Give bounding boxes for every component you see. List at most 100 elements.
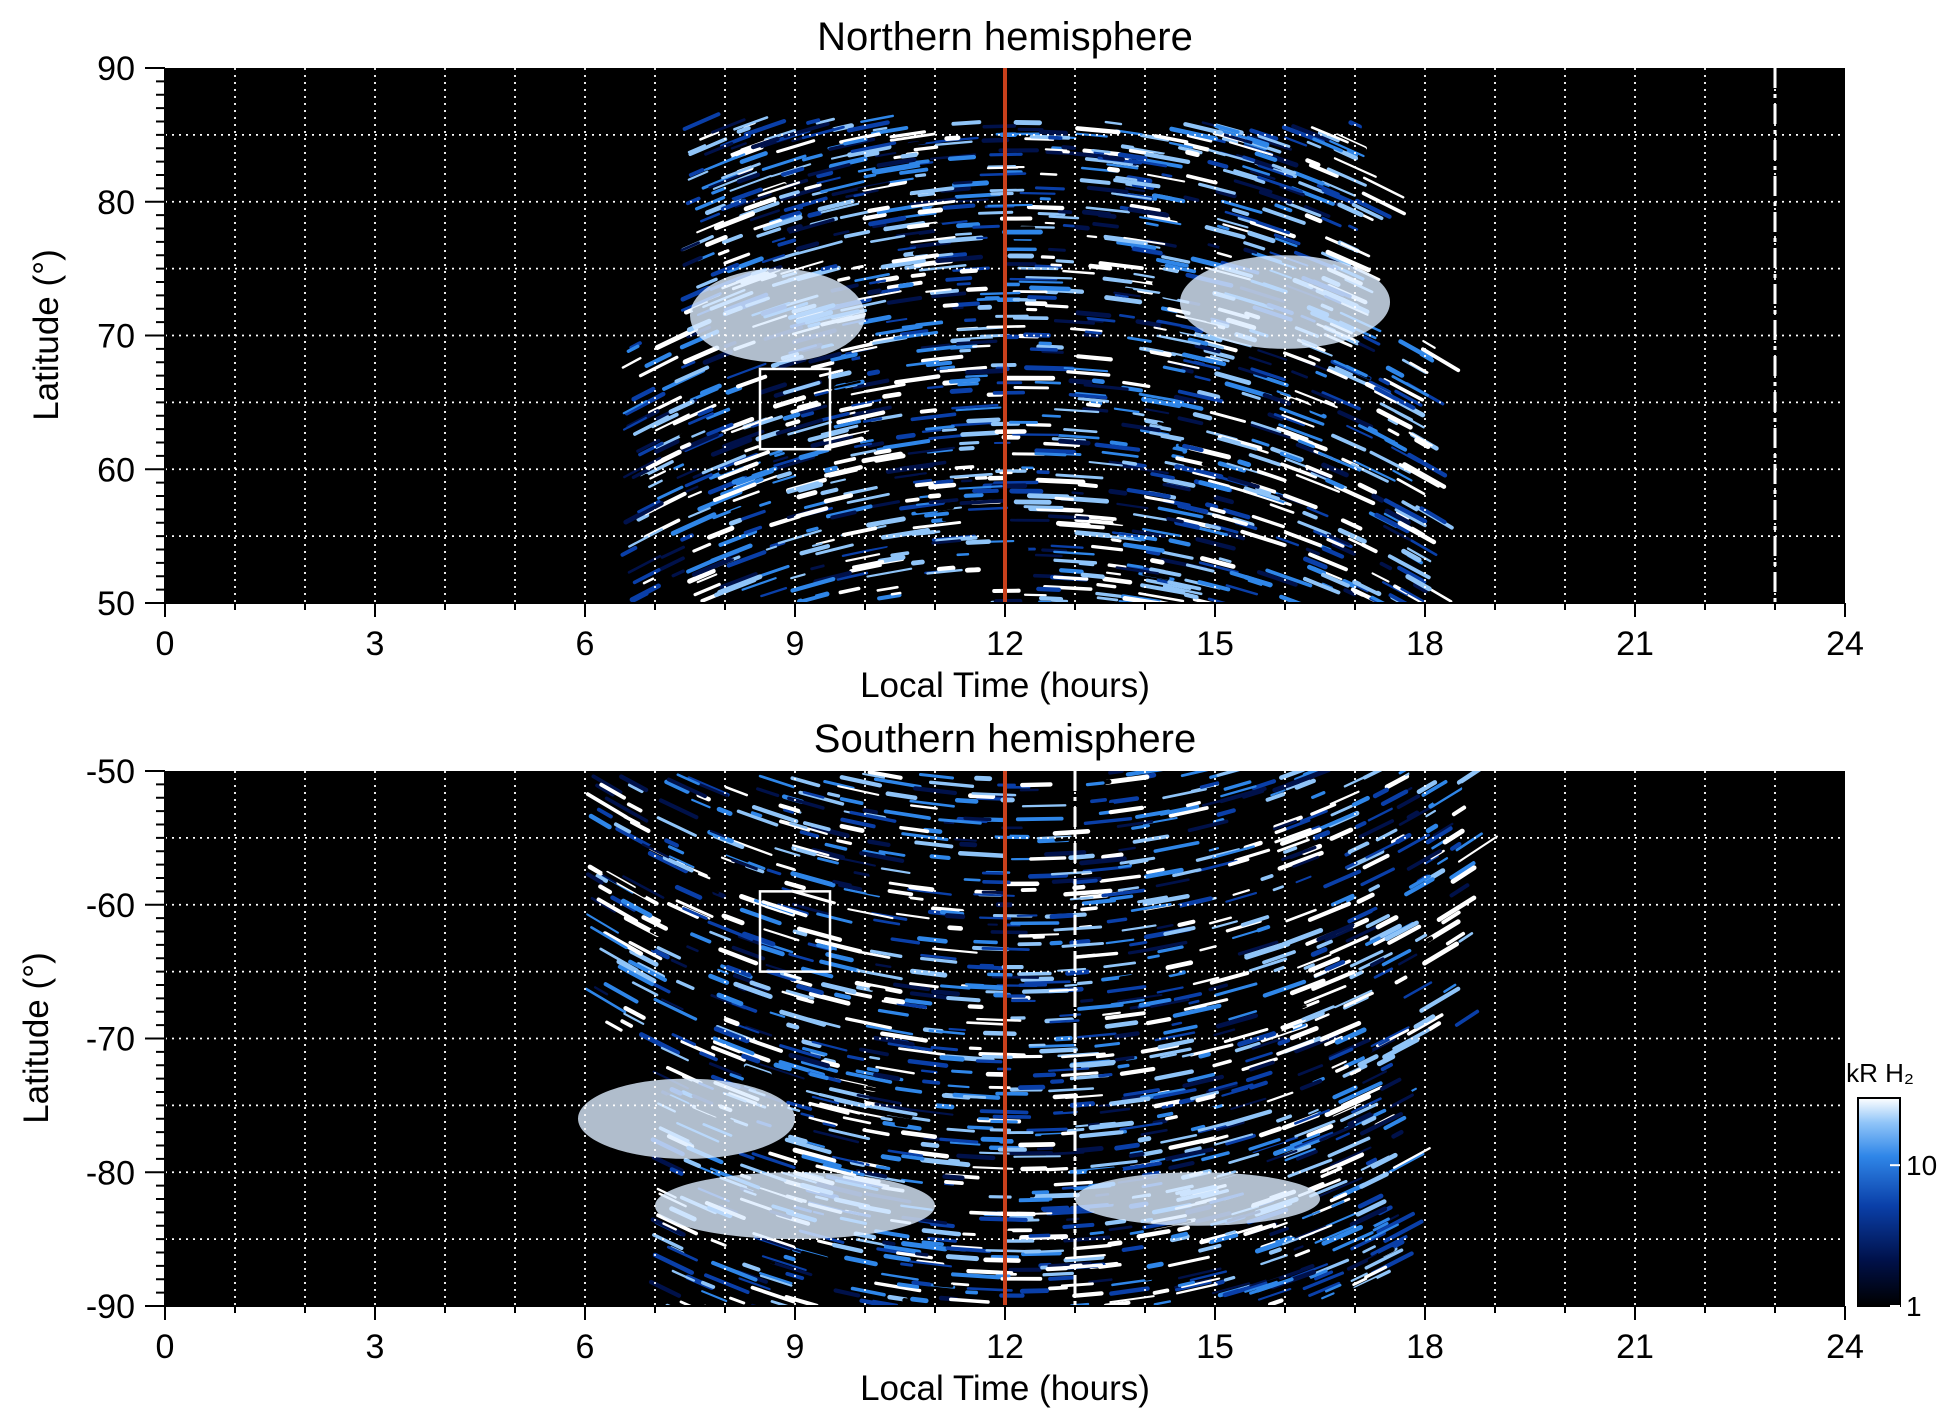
emission-streak [867,771,903,780]
emission-streak [846,120,890,133]
emission-streak [1305,464,1333,479]
emission-streak [752,1255,776,1265]
emission-streak [1392,1028,1430,1051]
emission-streak [599,782,626,800]
emission-streak [1206,1082,1238,1095]
emission-streak [711,118,746,134]
emission-streak [949,472,993,479]
emission-streak [1291,1023,1307,1032]
emission-streak [1146,213,1171,222]
emission-streak [1262,207,1306,225]
emission-streak [685,485,699,493]
emission-streak [1034,448,1077,455]
emission-streak [1153,326,1167,331]
emission-streak [926,449,953,454]
emission-streak [709,543,753,564]
emission-streak [806,118,821,125]
emission-streak [1032,1072,1057,1078]
emission-streak [824,842,848,851]
emission-streak [776,471,792,479]
emission-streak [1052,1093,1078,1100]
emission-streak [949,1141,981,1146]
emission-streak [722,233,743,245]
emission-streak [1061,1131,1076,1136]
emission-streak [873,1072,901,1082]
emission-streak [1111,192,1152,200]
emission-streak [899,329,929,337]
emission-streak [1314,1270,1334,1281]
emission-streak [1155,878,1190,888]
emission-streak [731,858,758,871]
emission-streak [1149,1047,1192,1059]
emission-streak [1262,950,1296,965]
emission-streak [956,222,981,229]
emission-streak [920,212,937,217]
emission-streak [976,488,999,494]
emission-streak [885,177,914,184]
emission-streak [679,1300,694,1306]
emission-streak [783,121,830,139]
emission-streak [1297,953,1332,969]
emission-streak [1189,494,1236,509]
emission-streak [845,553,881,563]
emission-streak [839,797,864,806]
emission-streak [931,291,967,299]
emission-streak [1250,421,1282,434]
emission-streak [874,453,906,463]
emission-streak [1075,132,1108,138]
emission-streak [690,932,712,944]
emission-streak [1142,893,1190,907]
emission-streak [877,554,906,564]
emission-streak [1362,853,1390,870]
emission-streak [838,586,861,595]
emission-streak [703,1304,709,1306]
emission-streak [1289,1025,1319,1041]
emission-streak [782,380,821,395]
emission-streak [685,196,701,206]
emission-streak [1131,529,1166,538]
emission-streak [1127,207,1170,218]
emission-streak [1274,827,1312,844]
emission-streak [910,1296,929,1304]
emission-streak [1243,241,1266,251]
emission-streak [778,358,807,369]
emission-streak [1153,1300,1172,1306]
emission-streak [1132,513,1168,521]
emission-streak [909,197,957,206]
emission-streak [1223,1027,1269,1044]
emission-streak [1233,179,1273,194]
emission-streak [1330,893,1355,907]
emission-streak [839,775,883,788]
emission-streak [877,1008,909,1017]
emission-streak [1026,204,1065,211]
emission-streak [1192,412,1213,421]
emission-streak [745,1025,773,1037]
emission-streak [907,446,955,455]
emission-streak [1187,819,1229,833]
emission-streak [1254,1236,1296,1254]
emission-streak [854,1111,886,1119]
emission-streak [1018,280,1064,284]
emission-streak [769,449,783,456]
emission-streak [1354,198,1392,219]
emission-streak [1368,884,1380,892]
emission-streak [652,1252,695,1275]
emission-streak [845,1071,893,1084]
emission-streak [986,166,1019,170]
emission-streak [1015,816,1064,822]
emission-streak [1326,537,1345,548]
emission-streak [775,418,823,436]
emission-streak [862,849,886,857]
emission-streak [890,551,910,558]
emission-streak [901,832,949,842]
emission-streak [623,821,660,842]
emission-streak [1272,1005,1307,1019]
emission-streak [883,996,906,1005]
emission-streak [945,1254,980,1262]
emission-streak [1088,263,1113,271]
emission-streak [1149,424,1172,432]
emission-streak [1289,978,1326,996]
emission-streak [1388,593,1410,603]
emission-streak [967,1004,984,1010]
emission-streak [1139,216,1182,226]
